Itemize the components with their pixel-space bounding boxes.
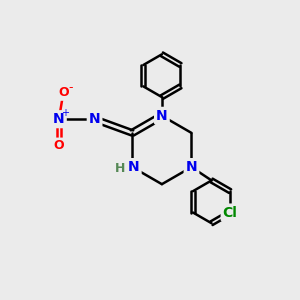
Text: N: N <box>186 160 197 174</box>
Text: Cl: Cl <box>223 206 238 220</box>
Text: O: O <box>54 140 64 152</box>
Text: N: N <box>127 160 138 174</box>
Text: N: N <box>89 112 100 126</box>
Text: +: + <box>61 108 70 118</box>
Text: O: O <box>58 86 69 99</box>
Text: -: - <box>69 81 73 94</box>
Text: N: N <box>53 112 65 126</box>
Text: N: N <box>156 109 168 123</box>
Text: H: H <box>115 162 125 175</box>
Text: N: N <box>128 160 140 174</box>
